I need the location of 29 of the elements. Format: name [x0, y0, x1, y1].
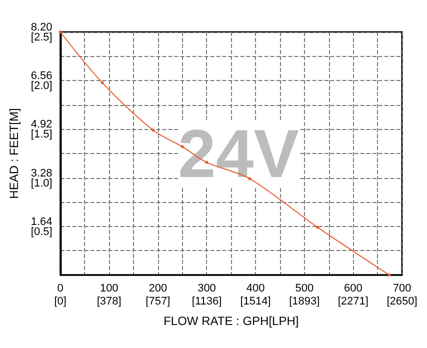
- y2-tick-label: [1.5]: [30, 128, 52, 141]
- annotation: 24V: [178, 116, 299, 192]
- x2-tick-label: [2271]: [338, 296, 368, 308]
- x2-tick-label: [1136]: [192, 296, 222, 308]
- x-tick-label: 500: [295, 282, 314, 294]
- y2-tick-label: [2.0]: [30, 80, 52, 92]
- x-tick-label: 200: [148, 282, 168, 294]
- x2-tick-label: [0]: [54, 296, 66, 308]
- y2-tick-label: [1.0]: [30, 177, 52, 190]
- y-tick-label: 6.56: [30, 70, 52, 82]
- x-tick-label: 700: [392, 282, 412, 294]
- x-tick-label: 0: [57, 282, 64, 294]
- x2-tick-label: [1893]: [289, 296, 320, 308]
- y2-tick-label: [2.5]: [30, 32, 52, 44]
- y-axis-title: HEAD : FEET[M]: [7, 108, 21, 199]
- x2-tick-label: [2650]: [386, 296, 418, 308]
- x2-tick-label: [1514]: [240, 296, 271, 308]
- x-tick-label: 100: [100, 282, 118, 294]
- x-tick-label: 300: [198, 282, 216, 294]
- x2-tick-label: [378]: [96, 296, 122, 308]
- x-tick-label: 400: [246, 282, 265, 294]
- y2-tick-label: [0.5]: [30, 226, 52, 238]
- x2-tick-label: [757]: [146, 296, 170, 308]
- y-tick-label: 8.20: [30, 22, 52, 34]
- y-tick-label: 1.64: [30, 216, 52, 228]
- y-tick-label: 4.92: [30, 118, 52, 131]
- x-axis-title: FLOW RATE : GPH[LPH]: [164, 314, 299, 328]
- y-tick-label: 3.28: [30, 167, 52, 180]
- x-tick-label: 600: [344, 282, 362, 294]
